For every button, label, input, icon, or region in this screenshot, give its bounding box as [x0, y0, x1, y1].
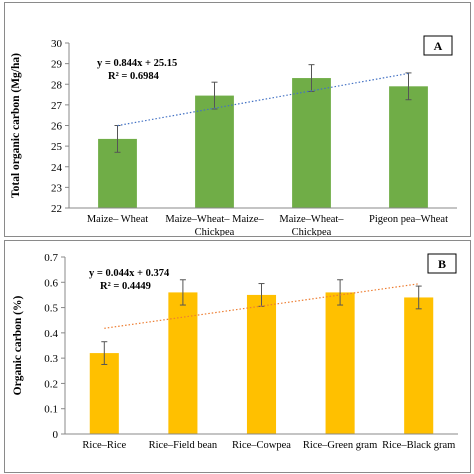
y-tick-label: 25 — [51, 141, 63, 153]
x-tick-label: Maize–Wheat– Maize– — [165, 214, 264, 225]
x-tick-label: Rice–Field bean — [149, 440, 218, 451]
y-axis-title: Total organic carbon (Mg/ha) — [10, 53, 22, 198]
y-axis-title: Organic carbon (%) — [12, 296, 24, 396]
x-tick-label: Chickpea — [292, 227, 332, 236]
bar — [195, 95, 234, 208]
y-tick-label: 0.5 — [44, 303, 58, 315]
y-tick-label: 27 — [51, 100, 63, 112]
bar — [404, 297, 434, 434]
x-tick-label: Maize– Wheat — [87, 214, 148, 225]
panel-label: A — [434, 39, 443, 53]
panel-label: B — [438, 257, 446, 271]
panel-label-box — [423, 35, 453, 56]
y-tick-label: 22 — [51, 203, 62, 215]
chart-panel-b: 0 0.1 0.2 0.3 0.4 0.5 0.6 0.7 y = 0.044x + 0.374… — [4, 240, 471, 473]
trendline-r2: R² = 0.6984 — [108, 71, 160, 82]
y-tick-label: 29 — [51, 59, 63, 71]
y-tick-label: 0.1 — [44, 404, 58, 416]
chart-b-svg: 0 0.1 0.2 0.3 0.4 0.5 0.6 0.7 y = 0.044x + 0.374… — [12, 252, 458, 451]
x-tick-label: Maize–Wheat– — [279, 214, 344, 225]
trendline-equation: y = 0.844x + 25.15 — [97, 58, 177, 69]
bar — [246, 294, 277, 434]
bar — [325, 292, 355, 434]
y-tick-label: 28 — [51, 79, 63, 91]
x-tick-label: Chickpea — [195, 227, 235, 236]
y-tick-label: 24 — [51, 162, 63, 174]
chart-a-svg: 22 23 24 25 26 27 28 29 30 y = 0.844x + 25.15 R² =… — [10, 35, 457, 236]
y-tick-label: 26 — [51, 121, 63, 133]
trendline-r2: R² = 0.4449 — [100, 281, 151, 292]
trendline-equation: y = 0.044x + 0.374 — [89, 268, 170, 279]
panel-label-box — [427, 253, 457, 274]
y-tick-label: 0.3 — [44, 353, 58, 365]
x-tick-label: Rice–Black gram — [382, 440, 455, 451]
bar — [292, 78, 331, 208]
y-tick-label: 0.4 — [44, 328, 58, 340]
bar — [89, 353, 119, 434]
bar — [389, 86, 428, 208]
y-tick-label: 0.7 — [44, 252, 58, 264]
y-tick-label: 0 — [53, 429, 59, 441]
y-tick-label: 30 — [51, 38, 63, 50]
x-tick-label: Rice–Green gram — [303, 440, 377, 451]
y-tick-label: 23 — [51, 182, 63, 194]
chart-panel-a: 22 23 24 25 26 27 28 29 30 y = 0.844x + 25.15 R² =… — [4, 2, 471, 237]
y-tick-label: 0.6 — [44, 277, 58, 289]
trendline — [104, 283, 419, 329]
x-tick-label: Pigeon pea–Wheat — [369, 214, 448, 225]
trendline — [117, 72, 409, 127]
y-tick-label: 0.2 — [44, 378, 58, 390]
x-tick-label: Rice–Cowpea — [232, 440, 291, 451]
bar — [168, 292, 198, 434]
x-tick-label: Rice–Rice — [82, 440, 126, 451]
